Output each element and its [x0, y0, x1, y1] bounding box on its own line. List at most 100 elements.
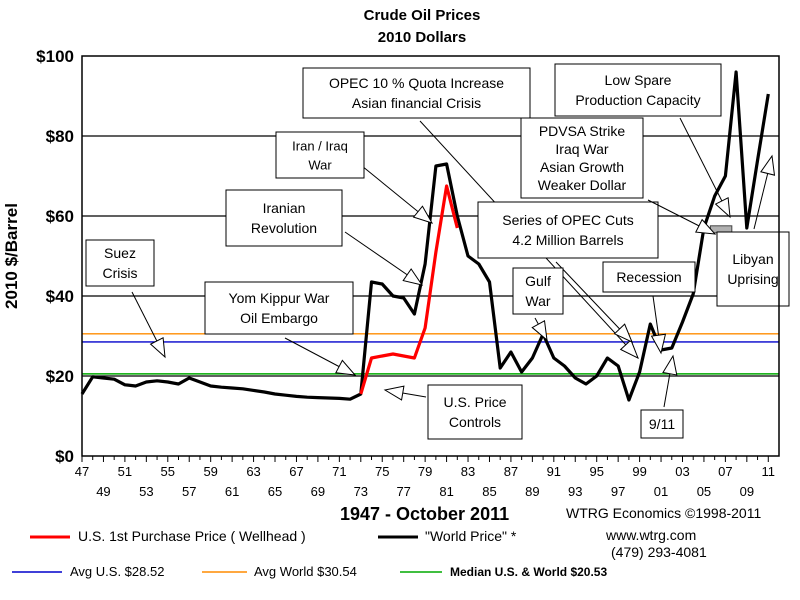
x-tick-label: 81: [439, 484, 453, 499]
x-tick-label: 67: [289, 464, 303, 479]
x-tick-label: 71: [332, 464, 346, 479]
libyan-annotation-text: Libyan: [732, 251, 773, 267]
x-tick-label: 87: [504, 464, 518, 479]
pdvsa-annotation-box: [520, 117, 644, 199]
annotations: Suez Crisis Yom Kippur War Oil Embargo Irani…: [85, 63, 790, 440]
recession-annotation-box: [602, 261, 696, 293]
x-tick-label: 03: [675, 464, 689, 479]
plot-frame: [81, 55, 780, 457]
x-tick-label: 09: [740, 484, 754, 499]
nine-eleven-annotation-text: 9/11: [649, 416, 675, 432]
x-tick-label: 89: [525, 484, 539, 499]
x-tick-label: 79: [418, 464, 432, 479]
x-tick-label: 53: [139, 484, 153, 499]
iranian-revolution-arrow-head: [402, 268, 424, 286]
x-tick-label: 59: [203, 464, 217, 479]
gulf-war-arrow-head: [531, 320, 548, 342]
y-tick-label: $80: [46, 127, 74, 146]
y-tick-label: $100: [36, 47, 74, 66]
y-tick-labels: $0 $20 $40 $60 $80 $100: [36, 47, 74, 466]
gulf-war-annotation-box: [512, 267, 564, 315]
x-tick-label: 73: [354, 484, 368, 499]
low-spare-annotation-text: Low Spare: [605, 72, 672, 88]
x-tick-label: 01: [654, 484, 668, 499]
yom-kippur-annotation-box: [204, 281, 354, 335]
opec-quota-arrow-head: [619, 339, 639, 360]
iranian-revolution-annotation-box: [225, 189, 343, 247]
pdvsa-annotation-text: Weaker Dollar: [538, 177, 627, 193]
x-tick-label: 11: [762, 464, 776, 479]
suez-annotation-text: Suez: [104, 245, 136, 261]
y-axis-label: 2010 $/Barrel: [2, 203, 21, 309]
opec-cuts-annotation-text: Series of OPEC Cuts: [502, 212, 634, 228]
iran-iraq-arrow-head: [412, 205, 434, 224]
series-lines: [80, 70, 770, 402]
pdvsa-arrow-head: [695, 218, 717, 235]
nine-eleven-arrow-head: [662, 354, 678, 376]
x-tick-label: 83: [461, 464, 475, 479]
libyan-annotation-text: Uprising: [727, 271, 778, 287]
opec-quota-annotation-box: [302, 67, 531, 119]
footer-company: WTRG Economics ©1998-2011: [566, 505, 761, 521]
x-tick-label: 47: [75, 464, 89, 479]
suez-annotation-text: Crisis: [103, 265, 138, 281]
x-tick-label: 63: [246, 464, 260, 479]
x-tick-label: 55: [161, 464, 175, 479]
x-tick-label: 99: [632, 464, 646, 479]
legend-avg-us-label: Avg U.S. $28.52: [70, 564, 164, 579]
yom-kippur-annotation-text: Oil Embargo: [240, 310, 318, 326]
x-tick-labels: 47 51 55 59 63 67 71 75 79 83 87 91 95 99 03 07 11 49 53 57…: [75, 456, 775, 499]
legend-median-label: Median U.S. & World $20.53: [450, 565, 607, 579]
iran-iraq-annotation-box: [275, 131, 365, 179]
opec-cuts-arrow-head: [613, 323, 633, 344]
x-tick-label: 07: [718, 464, 732, 479]
opec-cuts-annotation-box: [477, 201, 659, 259]
low-spare-annotation-box: [554, 63, 722, 117]
us-price-line: [359, 184, 459, 395]
iranian-revolution-annotation-text: Iranian: [263, 200, 306, 216]
y-tick-label: $20: [46, 367, 74, 386]
x-tick-label: 93: [568, 484, 582, 499]
libyan-annotation-box: [716, 231, 790, 307]
footer-website: www.wtrg.com: [605, 527, 696, 543]
x-tick-label: 85: [482, 484, 496, 499]
y-tick-label: $0: [55, 447, 74, 466]
yom-kippur-annotation-text: Yom Kippur War: [229, 290, 330, 306]
us-price-controls-annotation-text: U.S. Price: [443, 394, 506, 410]
opec-cuts-annotation-text: 4.2 Million Barrels: [512, 232, 623, 248]
libyan-arrow-head: [760, 154, 776, 176]
us-price-controls-arrow-head: [383, 385, 405, 401]
y-tick-label: $40: [46, 287, 74, 306]
low-spare-arrow-head: [714, 197, 731, 219]
yom-kippur-arrow-head: [335, 359, 357, 376]
x-tick-label: 51: [118, 464, 132, 479]
iran-iraq-annotation-text: War: [308, 158, 332, 173]
legend-world-label: "World Price" *: [425, 528, 517, 544]
opec-quota-annotation-text: Asian financial Crisis: [352, 95, 481, 111]
x-tick-label: 49: [96, 484, 110, 499]
legend-avg-world-label: Avg World $30.54: [254, 564, 357, 579]
pdvsa-annotation-text: Asian Growth: [540, 159, 624, 175]
chart-title: Crude Oil Prices: [364, 7, 481, 24]
recession-arrow-head: [650, 333, 667, 355]
x-tick-label: 57: [182, 484, 196, 499]
recession-annotation-text: Recession: [616, 269, 681, 285]
iran-iraq-annotation-text: Iran / Iraq: [292, 139, 348, 154]
footer-period: 1947 - October 2011: [340, 504, 509, 524]
gulf-war-annotation-text: War: [525, 293, 550, 309]
iranian-revolution-annotation-text: Revolution: [251, 220, 317, 236]
x-tick-label: 69: [311, 484, 325, 499]
world-price-line: [80, 70, 770, 402]
legend-us-label: U.S. 1st Purchase Price ( Wellhead ): [78, 528, 306, 544]
low-spare-annotation-text: Production Capacity: [575, 92, 700, 108]
us-price-controls-annotation-box: [427, 384, 523, 440]
pdvsa-annotation-text: PDVSA Strike: [539, 123, 626, 139]
x-tick-label: 65: [268, 484, 282, 499]
x-tick-label: 77: [396, 484, 410, 499]
x-tick-label: 91: [547, 464, 561, 479]
nine-eleven-annotation-box: [640, 409, 684, 439]
x-tick-label: 95: [589, 464, 603, 479]
x-tick-label: 75: [375, 464, 389, 479]
pdvsa-annotation-text: Iraq War: [555, 141, 608, 157]
